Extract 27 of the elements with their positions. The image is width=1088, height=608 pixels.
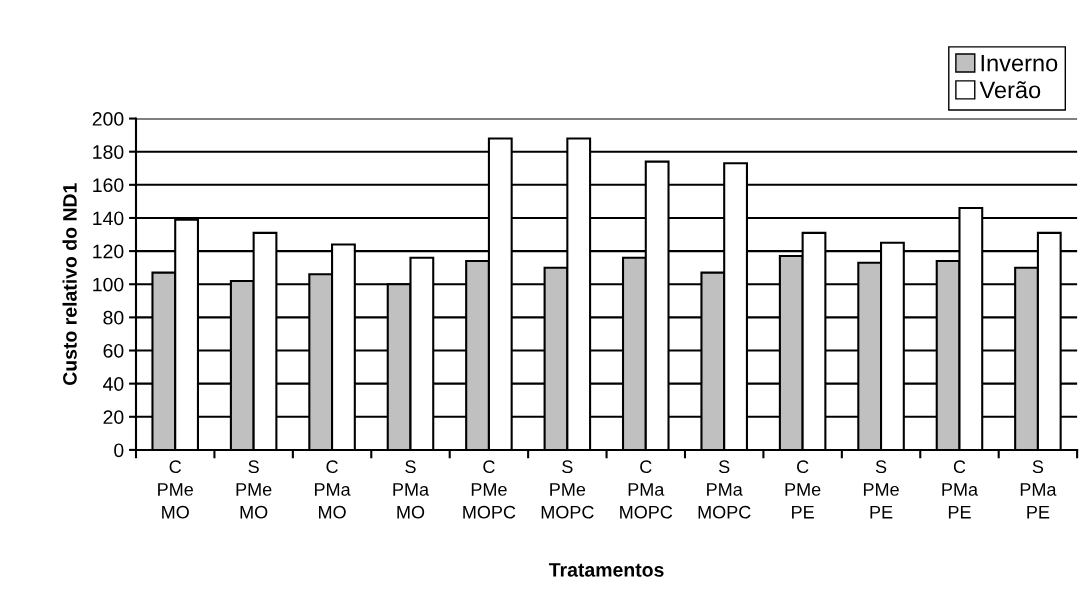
x-axis-title: Tratamentos xyxy=(548,563,664,577)
y-tick-label: 180 xyxy=(93,145,124,159)
x-tick-label: S PMe MOPC xyxy=(541,460,594,519)
y-tick-label: 20 xyxy=(103,410,124,425)
y-tick-label: 120 xyxy=(93,244,124,259)
x-tick-label: C PMe MO xyxy=(158,460,193,519)
x-tick-label: S PMa MO xyxy=(393,460,430,519)
y-tick-label: 200 xyxy=(92,112,124,126)
x-tick-label: C PMe MOPC xyxy=(463,460,516,519)
y-tick-label: 40 xyxy=(103,377,124,391)
x-tick-label: C PMe PE xyxy=(785,460,821,519)
x-tick-label: C PMa PE xyxy=(942,460,979,519)
y-axis-title: Custo relativo do ND1 xyxy=(62,183,77,385)
y-tick-label: 140 xyxy=(93,211,124,226)
legend-label: Verão xyxy=(979,81,1041,99)
y-tick-label: 60 xyxy=(103,343,124,358)
y-tick-label: 0 xyxy=(114,443,124,458)
x-tick-label: S PMe PE xyxy=(863,460,899,519)
legend-label: Inverno xyxy=(981,54,1058,72)
x-tick-label: C PMa MO xyxy=(314,460,351,519)
y-tick-label: 100 xyxy=(93,277,124,292)
y-tick-label: 160 xyxy=(93,178,124,193)
x-tick-label: C PMa MOPC xyxy=(620,460,673,519)
x-tick-label: S PMe MO xyxy=(236,460,272,519)
y-tick-label: 80 xyxy=(103,310,124,325)
x-tick-label: S PMa PE xyxy=(1020,460,1057,519)
x-tick-label: S PMa MOPC xyxy=(698,460,751,519)
